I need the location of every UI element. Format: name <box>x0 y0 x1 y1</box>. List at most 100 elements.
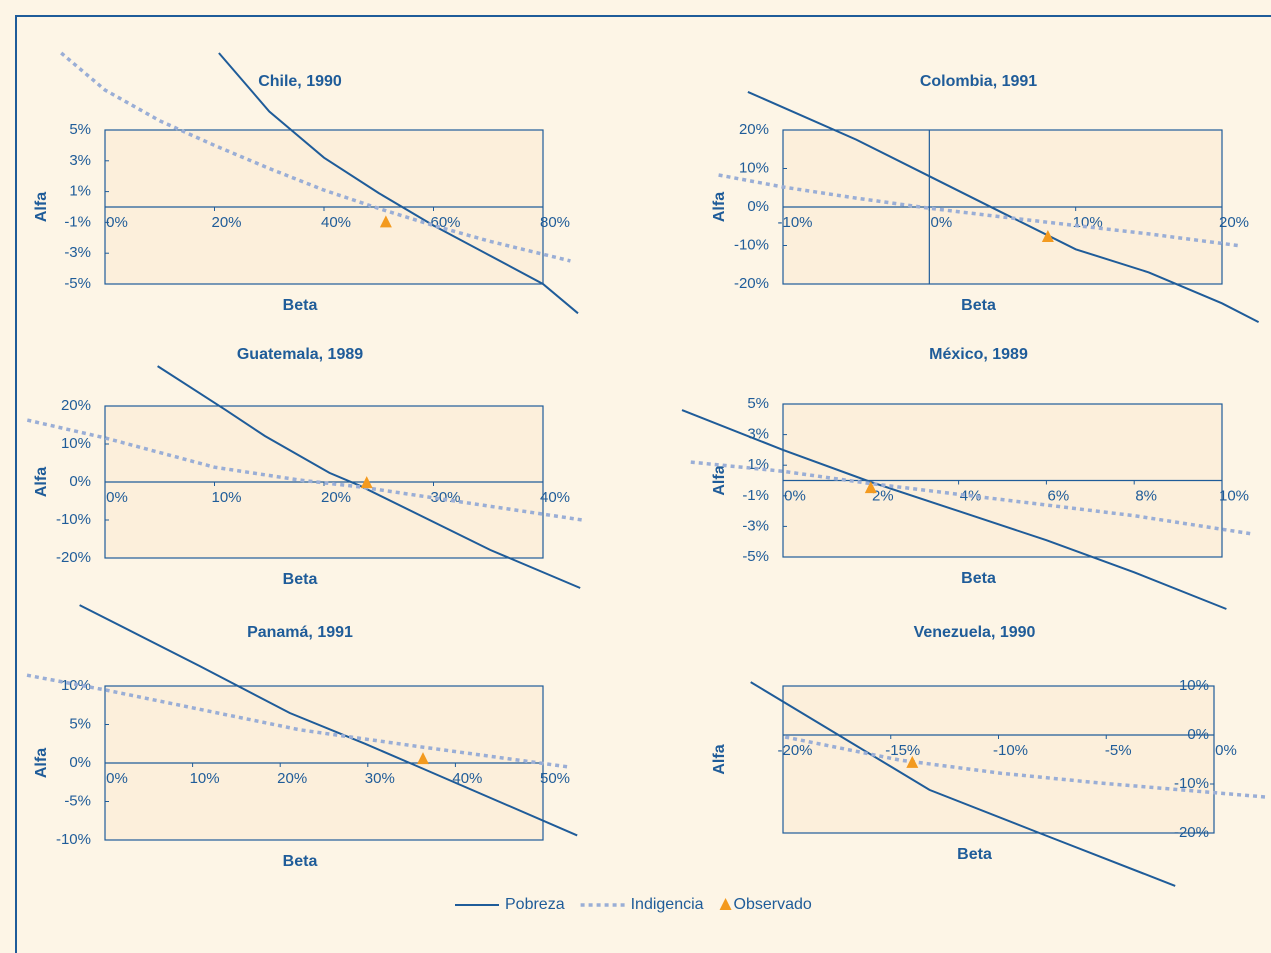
y-tick-label: 10% <box>61 435 91 452</box>
x-tick-label: -5% <box>1105 742 1132 759</box>
pobreza-line <box>750 681 1176 887</box>
y-tick-label: 3% <box>69 152 91 169</box>
x-tick-label: 20% <box>321 489 351 506</box>
indigencia-line <box>60 51 571 263</box>
x-tick-label: 0% <box>1215 742 1237 759</box>
x-tick-label: 0% <box>930 214 952 231</box>
y-tick-label: 5% <box>747 395 769 412</box>
y-tick-label: 10% <box>739 159 769 176</box>
x-tick-label: 80% <box>540 214 570 231</box>
y-tick-label: -20% <box>734 275 769 292</box>
y-tick-label: 0% <box>747 198 769 215</box>
y-tick-label: -20% <box>1174 824 1209 841</box>
y-tick-label: -10% <box>1174 775 1209 792</box>
y-tick-label: 0% <box>69 473 91 490</box>
indigencia-line <box>26 418 583 522</box>
legend-label: Observado <box>734 896 812 913</box>
x-tick-label: 0% <box>106 214 128 231</box>
x-tick-label: 2% <box>872 487 894 504</box>
y-tick-label: 20% <box>739 121 769 138</box>
chart-panel: Guatemala, 1989 Beta Alfa 20% 10% 0% -10% -20% 0… <box>26 346 583 589</box>
plot-area <box>782 685 1215 834</box>
y-axis-title: Alfa <box>33 467 50 497</box>
chart-title: Guatemala, 1989 <box>237 346 363 363</box>
legend-marker <box>719 898 732 910</box>
observed-marker <box>360 476 373 489</box>
x-tick-label: 20% <box>277 770 307 787</box>
y-tick-label: 5% <box>69 121 91 138</box>
x-tick-label: -15% <box>885 742 920 759</box>
y-axis-title: Alfa <box>711 465 728 495</box>
x-tick-label: 10% <box>1073 214 1103 231</box>
observed-marker <box>416 752 429 765</box>
x-tick-label: 20% <box>1219 214 1249 231</box>
legend: Pobreza Indigencia Observado <box>455 896 812 913</box>
x-axis-title: Beta <box>961 297 996 314</box>
x-tick-label: 10% <box>211 489 241 506</box>
pobreza-line <box>218 52 579 315</box>
indigencia-line <box>784 735 1269 799</box>
x-tick-label: 6% <box>1048 487 1070 504</box>
x-tick-label: 10% <box>190 770 220 787</box>
y-axis-title: Alfa <box>33 748 50 778</box>
x-tick-label: 40% <box>540 489 570 506</box>
observed-marker <box>864 481 877 494</box>
x-tick-label: 0% <box>106 489 128 506</box>
y-tick-label: -1% <box>742 487 769 504</box>
x-tick-label: 0% <box>106 770 128 787</box>
y-tick-label: -5% <box>64 275 91 292</box>
chart-panel: Colombia, 1991 Beta Alfa 20% 10% 0% -10% -20% -1… <box>711 73 1260 323</box>
y-tick-label: -5% <box>742 548 769 565</box>
x-axis-title: Beta <box>961 570 996 587</box>
chart-title: Colombia, 1991 <box>920 73 1037 90</box>
observed-marker <box>906 755 919 768</box>
y-tick-label: 5% <box>69 715 91 732</box>
y-tick-label: -3% <box>742 517 769 534</box>
chart-panel: Venezuela, 1990 Beta Alfa 10% 0% -10% -20% -20%… <box>711 624 1269 887</box>
x-axis-title: Beta <box>283 853 318 870</box>
y-tick-label: -3% <box>64 244 91 261</box>
legend-label: Indigencia <box>631 896 704 913</box>
x-axis-title: Beta <box>283 297 318 314</box>
chart-title: Panamá, 1991 <box>247 624 353 641</box>
observed-marker <box>379 215 392 228</box>
y-tick-label: -10% <box>56 511 91 528</box>
x-axis-title: Beta <box>283 571 318 588</box>
y-tick-label: -1% <box>64 213 91 230</box>
x-tick-label: -10% <box>777 214 812 231</box>
x-tick-label: -20% <box>777 742 812 759</box>
x-tick-label: 30% <box>430 489 460 506</box>
y-tick-label: 20% <box>61 397 91 414</box>
y-tick-label: 0% <box>1187 726 1209 743</box>
pobreza-line <box>747 90 1260 323</box>
y-tick-label: -20% <box>56 549 91 566</box>
x-tick-label: 20% <box>211 214 241 231</box>
x-tick-label: 40% <box>321 214 351 231</box>
observed-marker <box>1041 230 1054 243</box>
y-tick-label: 0% <box>69 754 91 771</box>
pobreza-line <box>79 604 578 837</box>
y-tick-label: -10% <box>56 831 91 848</box>
chart-title: México, 1989 <box>929 346 1028 363</box>
y-axis-title: Alfa <box>33 192 50 222</box>
x-tick-label: 40% <box>452 770 482 787</box>
y-tick-label: -5% <box>64 792 91 809</box>
pobreza-line <box>157 365 581 589</box>
x-tick-label: 30% <box>365 770 395 787</box>
x-tick-label: 8% <box>1135 487 1157 504</box>
x-tick-label: 50% <box>540 770 570 787</box>
y-axis-title: Alfa <box>711 192 728 222</box>
indigencia-line <box>718 173 1242 248</box>
x-axis-title: Beta <box>957 846 992 863</box>
chart-title: Chile, 1990 <box>258 73 342 90</box>
y-tick-label: -10% <box>734 236 769 253</box>
y-tick-label: 1% <box>69 183 91 200</box>
y-axis-title: Alfa <box>711 744 728 774</box>
pobreza-line <box>681 409 1227 610</box>
y-tick-label: 10% <box>1179 677 1209 694</box>
legend-label: Pobreza <box>505 896 565 913</box>
